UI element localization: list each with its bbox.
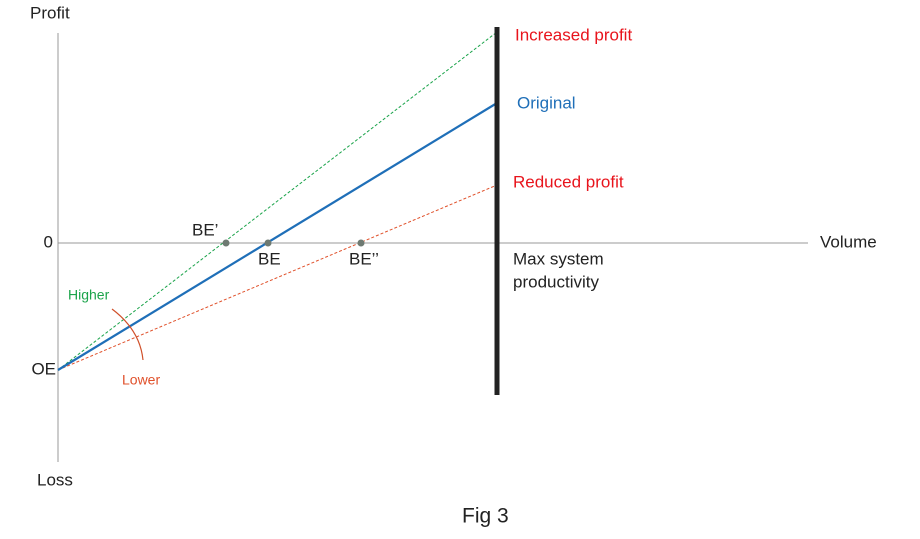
y-bottom-label: Loss [37,470,73,489]
angle-label: Lower [122,372,160,388]
point-label: BE [258,249,281,268]
point-label: BE’’ [349,249,379,268]
line-label: Reduced profit [513,172,624,191]
angle-arc [111,308,144,361]
point-be-double [357,239,365,247]
point-be-prime [222,239,230,247]
point-be [264,239,272,247]
line-label: Original [517,93,576,112]
original-line [57,102,498,371]
caption: Fig 3 [462,505,509,528]
increased-line [57,31,498,371]
x-axis-label: Volume [820,232,877,251]
limit-label: Max system [513,249,604,268]
line-label: Increased profit [515,25,632,44]
y-top-label: Profit [30,3,70,22]
limit-label: productivity [513,272,599,291]
angle-label: Higher [68,287,110,303]
y-zero-label: 0 [44,232,53,251]
reduced-line [57,184,498,371]
point-label: BE’ [192,220,218,239]
y-origin-label: OE [31,359,56,378]
